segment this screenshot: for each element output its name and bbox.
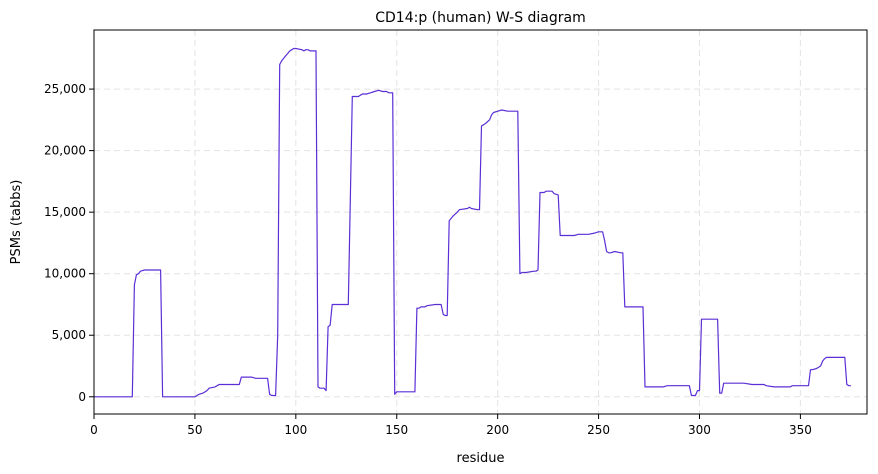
x-tick-label: 300 (688, 423, 711, 437)
plot-frame (93, 29, 868, 415)
y-axis-label: PSMs (tabbs) (9, 180, 24, 265)
x-tick-label: 250 (587, 423, 610, 437)
y-tick-label: 10,000 (44, 267, 86, 281)
x-tick-label: 150 (385, 423, 408, 437)
series-line (94, 47, 851, 398)
x-axis: 0 50 100 150 200 250 300 350 (90, 414, 812, 437)
y-tick-label: 25,000 (44, 82, 86, 96)
y-axis: 0 5,000 10,000 15,000 20,000 25,000 (44, 82, 94, 404)
x-tick-label: 50 (187, 423, 202, 437)
chart-title: CD14:p (human) W-S diagram (375, 10, 586, 26)
y-tick-label: 20,000 (44, 144, 86, 158)
x-tick-label: 200 (486, 423, 509, 437)
y-tick-label: 5,000 (52, 328, 86, 342)
x-tick-label: 0 (90, 423, 98, 437)
x-tick-label: 100 (284, 423, 307, 437)
grid (93, 30, 867, 414)
x-tick-label: 350 (789, 423, 812, 437)
y-tick-label: 15,000 (44, 205, 86, 219)
y-tick-label: 0 (78, 390, 86, 404)
x-axis-label: residue (457, 451, 505, 466)
